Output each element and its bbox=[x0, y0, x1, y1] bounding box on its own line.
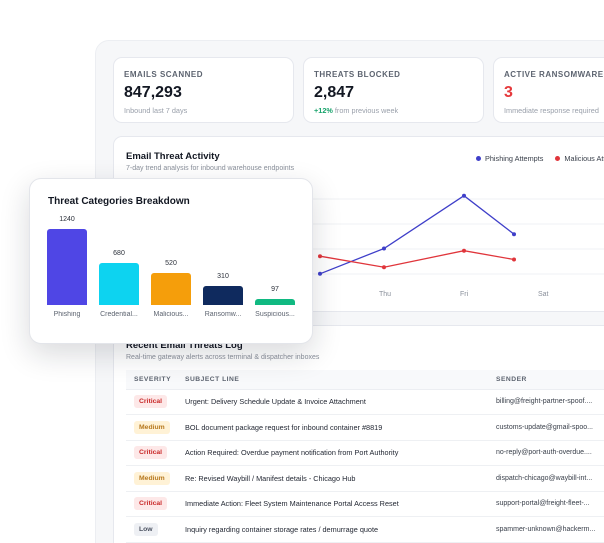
severity-cell: Critical bbox=[126, 389, 177, 415]
sender-cell: dispatch-chicago@waybill-int... bbox=[488, 465, 596, 492]
severity-cell: Medium bbox=[126, 465, 177, 492]
time-cell bbox=[596, 389, 604, 415]
severity-badge: Medium bbox=[134, 420, 170, 434]
stat-card-active-ransomware: ACTIVE RANSOMWARE ALER 3 Immediate respo… bbox=[493, 57, 604, 123]
subject-cell[interactable]: Immediate Action: Fleet System Maintenan… bbox=[177, 491, 488, 517]
time-cell bbox=[596, 465, 604, 492]
severity-badge: Critical bbox=[134, 395, 168, 409]
time-cell bbox=[596, 516, 604, 543]
bar[interactable] bbox=[203, 286, 243, 305]
bar[interactable] bbox=[99, 263, 139, 305]
sender-cell: customs-update@gmail-spoo... bbox=[488, 414, 596, 441]
chart-legend: Phishing Attempts Malicious Atta bbox=[476, 154, 604, 163]
x-tick-label: Fri bbox=[460, 291, 469, 298]
bar-category-label: Malicious... bbox=[153, 311, 189, 318]
series-point[interactable] bbox=[382, 246, 386, 251]
subject-cell[interactable]: Inquiry regarding container storage rate… bbox=[177, 516, 488, 543]
series-point[interactable] bbox=[382, 265, 386, 270]
stat-subtext: Immediate response required bbox=[504, 106, 599, 115]
bar-value-label: 680 bbox=[113, 250, 125, 258]
x-tick-label: Thu bbox=[379, 291, 392, 298]
table-row[interactable]: Medium BOL document package request for i… bbox=[126, 414, 604, 441]
legend-label: Malicious Atta bbox=[564, 154, 604, 163]
severity-cell: Low bbox=[126, 516, 177, 543]
log-title: Recent Email Threats Log bbox=[126, 340, 243, 351]
series-point[interactable] bbox=[318, 254, 322, 259]
activity-title: Email Threat Activity bbox=[126, 151, 220, 162]
severity-badge: Critical bbox=[134, 446, 168, 460]
sender-cell: spammer-unknown@hackerm... bbox=[488, 516, 596, 543]
series-point[interactable] bbox=[462, 248, 466, 253]
sender-cell: support-portal@freight-fleet-... bbox=[488, 491, 596, 517]
bar[interactable] bbox=[47, 229, 87, 305]
stat-label: ACTIVE RANSOMWARE ALER bbox=[504, 70, 604, 79]
subject-cell[interactable]: Urgent: Delivery Schedule Update & Invoi… bbox=[177, 389, 488, 415]
trend-value: +12% bbox=[314, 106, 333, 115]
x-tick-label: Sat bbox=[538, 291, 549, 298]
severity-badge: Low bbox=[134, 522, 158, 536]
sender-cell: no-reply@port-auth-overdue.... bbox=[488, 440, 596, 466]
log-subtitle: Real-time gateway alerts across terminal… bbox=[126, 354, 320, 361]
subject-cell[interactable]: BOL document package request for inbound… bbox=[177, 414, 488, 441]
series-point[interactable] bbox=[462, 193, 466, 198]
severity-badge: Medium bbox=[134, 471, 170, 485]
time-cell bbox=[596, 414, 604, 441]
series-line bbox=[319, 194, 515, 275]
stat-value: 2,847 bbox=[314, 84, 355, 101]
severity-cell: Medium bbox=[126, 414, 177, 441]
legend-item-malicious[interactable]: Malicious Atta bbox=[555, 154, 604, 163]
activity-subtitle: 7-day trend analysis for inbound warehou… bbox=[126, 165, 295, 172]
table-header-row: SEVERITY SUBJECT LINE SENDER T bbox=[126, 370, 604, 390]
time-cell bbox=[596, 491, 604, 517]
trend-label: from previous week bbox=[334, 106, 399, 115]
stat-label: THREATS BLOCKED bbox=[314, 70, 401, 79]
stat-subtext: +12% from previous week bbox=[314, 106, 473, 115]
bar[interactable] bbox=[255, 299, 295, 305]
threats-log-table: SEVERITY SUBJECT LINE SENDER T Critical U… bbox=[126, 370, 604, 543]
table-row[interactable]: Critical Immediate Action: Fleet System M… bbox=[126, 491, 604, 517]
bar-category-label: Phishing bbox=[53, 311, 81, 318]
threat-activity-line-chart bbox=[304, 193, 604, 276]
col-header-severity[interactable]: SEVERITY bbox=[126, 370, 177, 390]
col-header-sender[interactable]: SENDER bbox=[488, 370, 596, 390]
bar-value-label: 97 bbox=[271, 286, 279, 294]
legend-dot bbox=[555, 156, 561, 161]
bar-category-label: Suspicious... bbox=[255, 311, 295, 318]
col-header-time[interactable]: T bbox=[596, 370, 604, 390]
col-header-subject[interactable]: SUBJECT LINE bbox=[177, 370, 488, 390]
stat-label: EMAILS SCANNED bbox=[124, 70, 204, 79]
threat-categories-popup: Threat Categories Breakdown 1240 Phishing… bbox=[29, 178, 313, 344]
stat-value: 847,293 bbox=[124, 84, 182, 101]
bar-category-label: Ransomw... bbox=[204, 311, 242, 318]
stat-card-emails-scanned: EMAILS SCANNED 847,293 Inbound last 7 da… bbox=[113, 57, 294, 123]
series-point[interactable] bbox=[512, 232, 516, 237]
bar[interactable] bbox=[151, 273, 191, 305]
series-point[interactable] bbox=[512, 257, 516, 262]
subject-cell[interactable]: Re: Revised Waybill / Manifest details -… bbox=[177, 465, 488, 492]
bar-value-label: 310 bbox=[217, 273, 229, 280]
legend-label: Phishing Attempts bbox=[485, 154, 544, 163]
series-line bbox=[319, 250, 515, 268]
bar-category-label: Credential... bbox=[100, 311, 138, 318]
subject-cell[interactable]: Action Required: Overdue payment notific… bbox=[177, 440, 488, 466]
popup-title: Threat Categories Breakdown bbox=[48, 196, 190, 207]
bar-value-label: 1240 bbox=[59, 216, 75, 223]
stat-card-threats-blocked: THREATS BLOCKED 2,847 +12% from previous… bbox=[303, 57, 484, 123]
bar-value-label: 520 bbox=[165, 260, 177, 268]
series-point[interactable] bbox=[318, 271, 322, 276]
legend-item-phishing[interactable]: Phishing Attempts bbox=[476, 154, 543, 163]
table-row[interactable]: Critical Urgent: Delivery Schedule Update… bbox=[126, 389, 604, 415]
sender-cell: billing@freight-partner-spoof.... bbox=[488, 389, 596, 415]
recent-threats-log-card: Recent Email Threats Log Real-time gatew… bbox=[113, 325, 604, 543]
table-row[interactable]: Medium Re: Revised Waybill / Manifest det… bbox=[126, 465, 604, 492]
table-row[interactable]: Critical Action Required: Overdue payment… bbox=[126, 440, 604, 466]
severity-cell: Critical bbox=[126, 440, 177, 466]
severity-badge: Critical bbox=[134, 497, 168, 511]
stat-subtext: Inbound last 7 days bbox=[124, 106, 188, 115]
table-row[interactable]: Low Inquiry regarding container storage r… bbox=[126, 516, 604, 543]
stat-value: 3 bbox=[504, 84, 513, 101]
severity-cell: Critical bbox=[126, 491, 177, 517]
legend-dot bbox=[476, 156, 481, 161]
time-cell bbox=[596, 440, 604, 466]
